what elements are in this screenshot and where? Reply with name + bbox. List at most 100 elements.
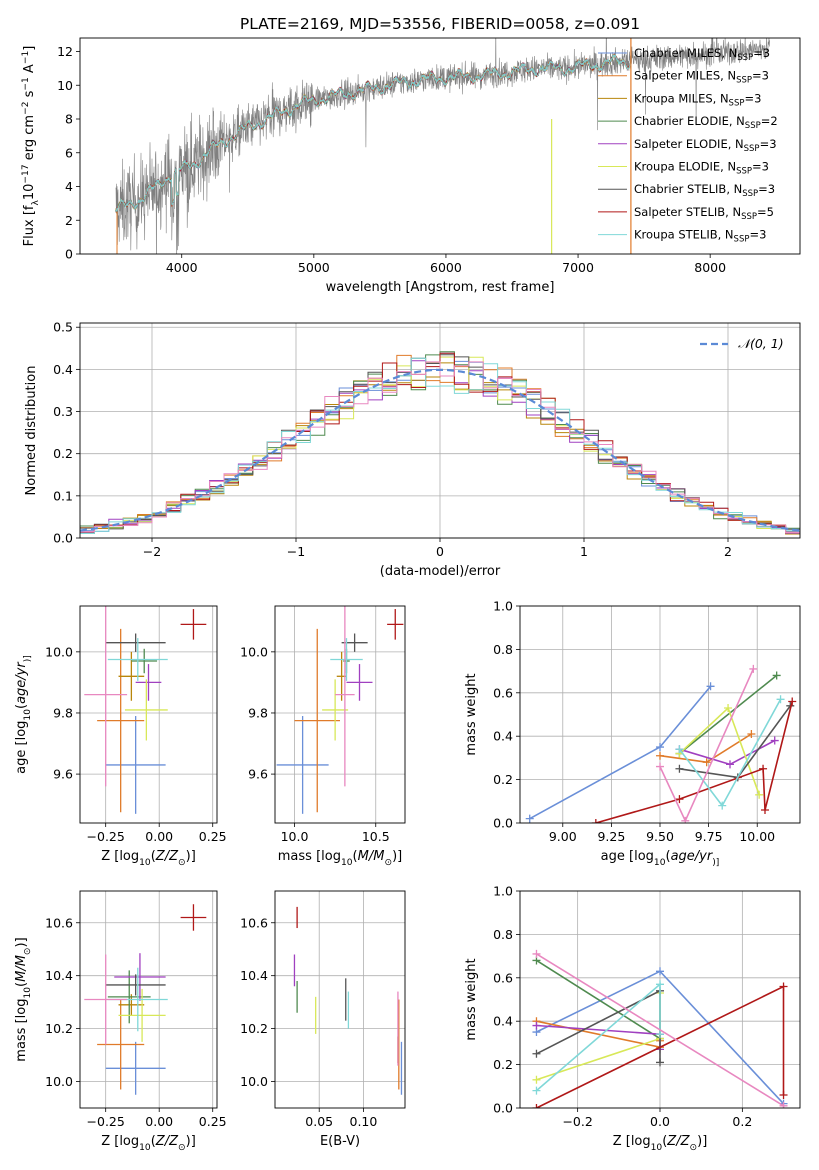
- legend-entry-label: Salpeter MILES, N: [634, 69, 736, 83]
- legend-entry: 𝒩(0, 1): [738, 336, 784, 351]
- legend-entry: Kroupa MILES, NSSP=3: [634, 91, 761, 108]
- series-line: [659, 733, 752, 764]
- y-tick-label: 10.0: [240, 1074, 268, 1089]
- label-part: 10: [23, 709, 33, 721]
- y-tick-label: 10.2: [45, 1021, 73, 1036]
- x-tick-label: 10.0: [281, 829, 309, 844]
- data-point-marker: [532, 1104, 541, 1108]
- y-axis-label: Normed distribution: [24, 366, 39, 496]
- series-line: [536, 1020, 661, 1049]
- panel-age_vs_Z: −0.25 0.00 0.259.69.810.0Z [log10(Z/Z⊙)]ag…: [14, 605, 227, 868]
- data-point-marker: [755, 790, 764, 799]
- x-tick-label: 7000: [562, 260, 594, 275]
- legend-entry-label: Salpeter ELODIE, N: [634, 137, 744, 151]
- data-point-marker: [525, 814, 534, 823]
- data-point-marker: [788, 697, 797, 706]
- legend-entry: Kroupa STELIB, NSSP=3: [634, 228, 766, 245]
- legend-entry: Salpeter ELODIE, NSSP=3: [634, 137, 777, 154]
- label-part: Z [log: [101, 849, 139, 864]
- data-point-marker: [656, 1030, 664, 1039]
- data-point-marker: [656, 967, 664, 976]
- x-tick-label: 0.05: [305, 1114, 333, 1129]
- label-part: 10: [23, 987, 33, 999]
- x-axis-label: mass [log10(M/M⊙)]: [278, 849, 402, 868]
- y-tick-label: 0.2: [53, 446, 73, 461]
- panel-residuals: −2 −1 0 1 2 0.0 0.1 0.2 0.3 0.4 0.5 𝒩(0, 1) (data-mo…: [24, 320, 801, 579]
- label-part: Z [log: [613, 1134, 651, 1149]
- label-part: s: [22, 90, 37, 101]
- data-point-marker: [532, 1086, 541, 1095]
- label-part: −1: [21, 77, 31, 90]
- legend-entry: Chabrier STELIB, NSSP=3: [634, 182, 775, 199]
- histogram-step: [80, 352, 800, 534]
- x-tick-label: 0.25: [199, 829, 227, 844]
- data-point-marker: [656, 751, 664, 760]
- x-tick-label: 5000: [298, 260, 330, 275]
- y-tick-label: 10.0: [45, 1074, 73, 1089]
- x-tick-label: −0.25: [87, 1114, 125, 1129]
- y-tick-label: 9.8: [248, 705, 268, 720]
- label-part: Z/Z: [155, 849, 179, 864]
- data-point-marker: [656, 743, 664, 752]
- legend-entry-subscript: SSP: [734, 235, 750, 245]
- series-line: [678, 674, 778, 755]
- x-axis-label: (data-model)/error: [380, 564, 501, 579]
- series-line: [595, 701, 793, 823]
- y-tick-label: 1.0: [493, 884, 513, 899]
- label-part: Z/Z: [666, 1134, 690, 1149]
- x-tick-label: 0.10: [350, 1114, 378, 1129]
- y-tick-label: 0.0: [53, 531, 73, 546]
- y-tick-label: 6: [65, 145, 73, 160]
- label-part: Z [log: [101, 1134, 139, 1149]
- data-point-marker: [770, 736, 779, 745]
- data-point-marker: [532, 1075, 541, 1084]
- x-tick-label: −0.2: [562, 1114, 592, 1129]
- y-tick-label: 0.1: [53, 488, 73, 503]
- y-tick-label: 0: [65, 247, 73, 262]
- y-tick-label: 10.4: [240, 968, 268, 983]
- model-line: [115, 54, 632, 212]
- y-tick-label: 0.4: [493, 729, 513, 744]
- data-point-marker: [779, 982, 788, 991]
- legend-entry-suffix: =3: [749, 228, 766, 242]
- x-tick-label: 9.00: [549, 829, 577, 844]
- x-tick-label: 0.2: [732, 1114, 752, 1129]
- legend-entry-subscript: SSP: [737, 53, 753, 63]
- label-part: 10: [139, 1143, 151, 1153]
- x-axis-label: Z [log10(Z/Z⊙)]: [613, 1134, 708, 1153]
- y-tick-label: 0.8: [493, 642, 513, 657]
- x-tick-label: −0.25: [87, 829, 125, 844]
- legend-entry-subscript: SSP: [729, 98, 745, 108]
- y-tick-label: 12: [57, 44, 73, 59]
- x-tick-label: 0.0: [650, 1114, 670, 1129]
- label-part: age [log: [601, 849, 654, 864]
- label-part: −1: [21, 51, 31, 64]
- data-point-marker: [772, 671, 781, 680]
- x-tick-label: 0.25: [199, 1114, 227, 1129]
- data-point-marker: [718, 801, 727, 810]
- label-part: (: [662, 1134, 667, 1149]
- label-part: 10: [654, 858, 666, 868]
- legend-entry-label: Chabrier STELIB, N: [634, 182, 742, 196]
- legend-entry-suffix: =3: [758, 182, 775, 196]
- series-line: [536, 959, 661, 1040]
- y-tick-label: 9.6: [53, 767, 73, 782]
- data-point-marker: [532, 1049, 541, 1058]
- model-line: [115, 54, 632, 212]
- y-tick-label: 1.0: [493, 599, 513, 614]
- y-tick-label: 8: [65, 112, 73, 127]
- label-part: mass [log: [278, 849, 341, 864]
- y-tick-label: 0.6: [493, 970, 513, 985]
- data-point-marker: [706, 682, 715, 691]
- x-axis-label: wavelength [Angstrom, rest frame]: [326, 280, 555, 295]
- model-line: [115, 53, 632, 212]
- plot-area: [276, 606, 404, 814]
- plot-area: [80, 351, 800, 535]
- label-part: (: [14, 982, 29, 987]
- legend-entry-suffix: =5: [757, 205, 774, 219]
- y-axis-label: mass weight: [464, 958, 479, 1040]
- label-part: −17: [21, 164, 31, 183]
- label-part: 10: [651, 1143, 663, 1153]
- legend-entry-suffix: =3: [760, 137, 777, 151]
- model-line: [115, 53, 632, 213]
